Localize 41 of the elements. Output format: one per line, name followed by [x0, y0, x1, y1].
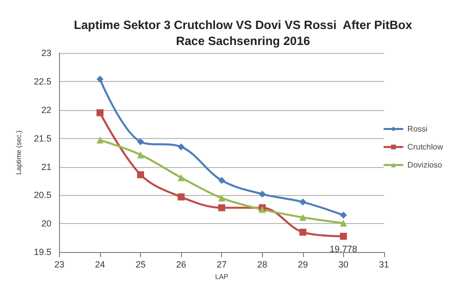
- x-tick-label: 24: [94, 260, 105, 270]
- point: [218, 176, 226, 184]
- point: [340, 220, 347, 227]
- x-tick-label: 23: [54, 260, 64, 270]
- point: [178, 143, 185, 150]
- x-tick-label: 30: [338, 260, 348, 270]
- point: [340, 212, 347, 219]
- x-tick-label: 26: [176, 260, 186, 270]
- point: [137, 138, 144, 146]
- y-tick-label: 21.5: [34, 133, 52, 144]
- point: [299, 228, 306, 236]
- legend-label: Dovizioso: [407, 160, 443, 170]
- y-tick-label: 20.5: [34, 190, 52, 200]
- y-tick-label: 20: [41, 218, 52, 229]
- point: [96, 76, 104, 83]
- y-tick-label: 22.5: [34, 76, 52, 86]
- y-tick-label: 21: [41, 162, 52, 172]
- point: [137, 151, 144, 158]
- point: [299, 198, 306, 206]
- point: [218, 194, 226, 202]
- point: [258, 190, 266, 198]
- x-tick-label: 28: [257, 260, 268, 270]
- x-tick-label: 25: [136, 260, 146, 270]
- y-tick-label: 23: [41, 48, 52, 58]
- point: [340, 232, 347, 240]
- x-tick-label: 31: [378, 260, 390, 270]
- point: [299, 214, 306, 221]
- point: [96, 109, 104, 116]
- point: [96, 136, 104, 144]
- point: [178, 193, 185, 200]
- x-tick-label: 29: [298, 260, 308, 270]
- y-tick-label: 22: [41, 104, 52, 115]
- y-tick-label: 19.5: [34, 247, 52, 258]
- point: [218, 204, 226, 212]
- x-tick-label: 27: [216, 260, 227, 270]
- legend-label: Rossi: [407, 124, 428, 134]
- legend-label: Crutchlow: [407, 142, 444, 152]
- chart-title: Laptime Sektor 3 Crutchlow VS Dovi VS Rossi After PitBox Race Sachsenring 2016: [74, 18, 412, 48]
- point: [137, 171, 144, 178]
- annotation: 19.778: [330, 244, 358, 254]
- point: [178, 174, 185, 182]
